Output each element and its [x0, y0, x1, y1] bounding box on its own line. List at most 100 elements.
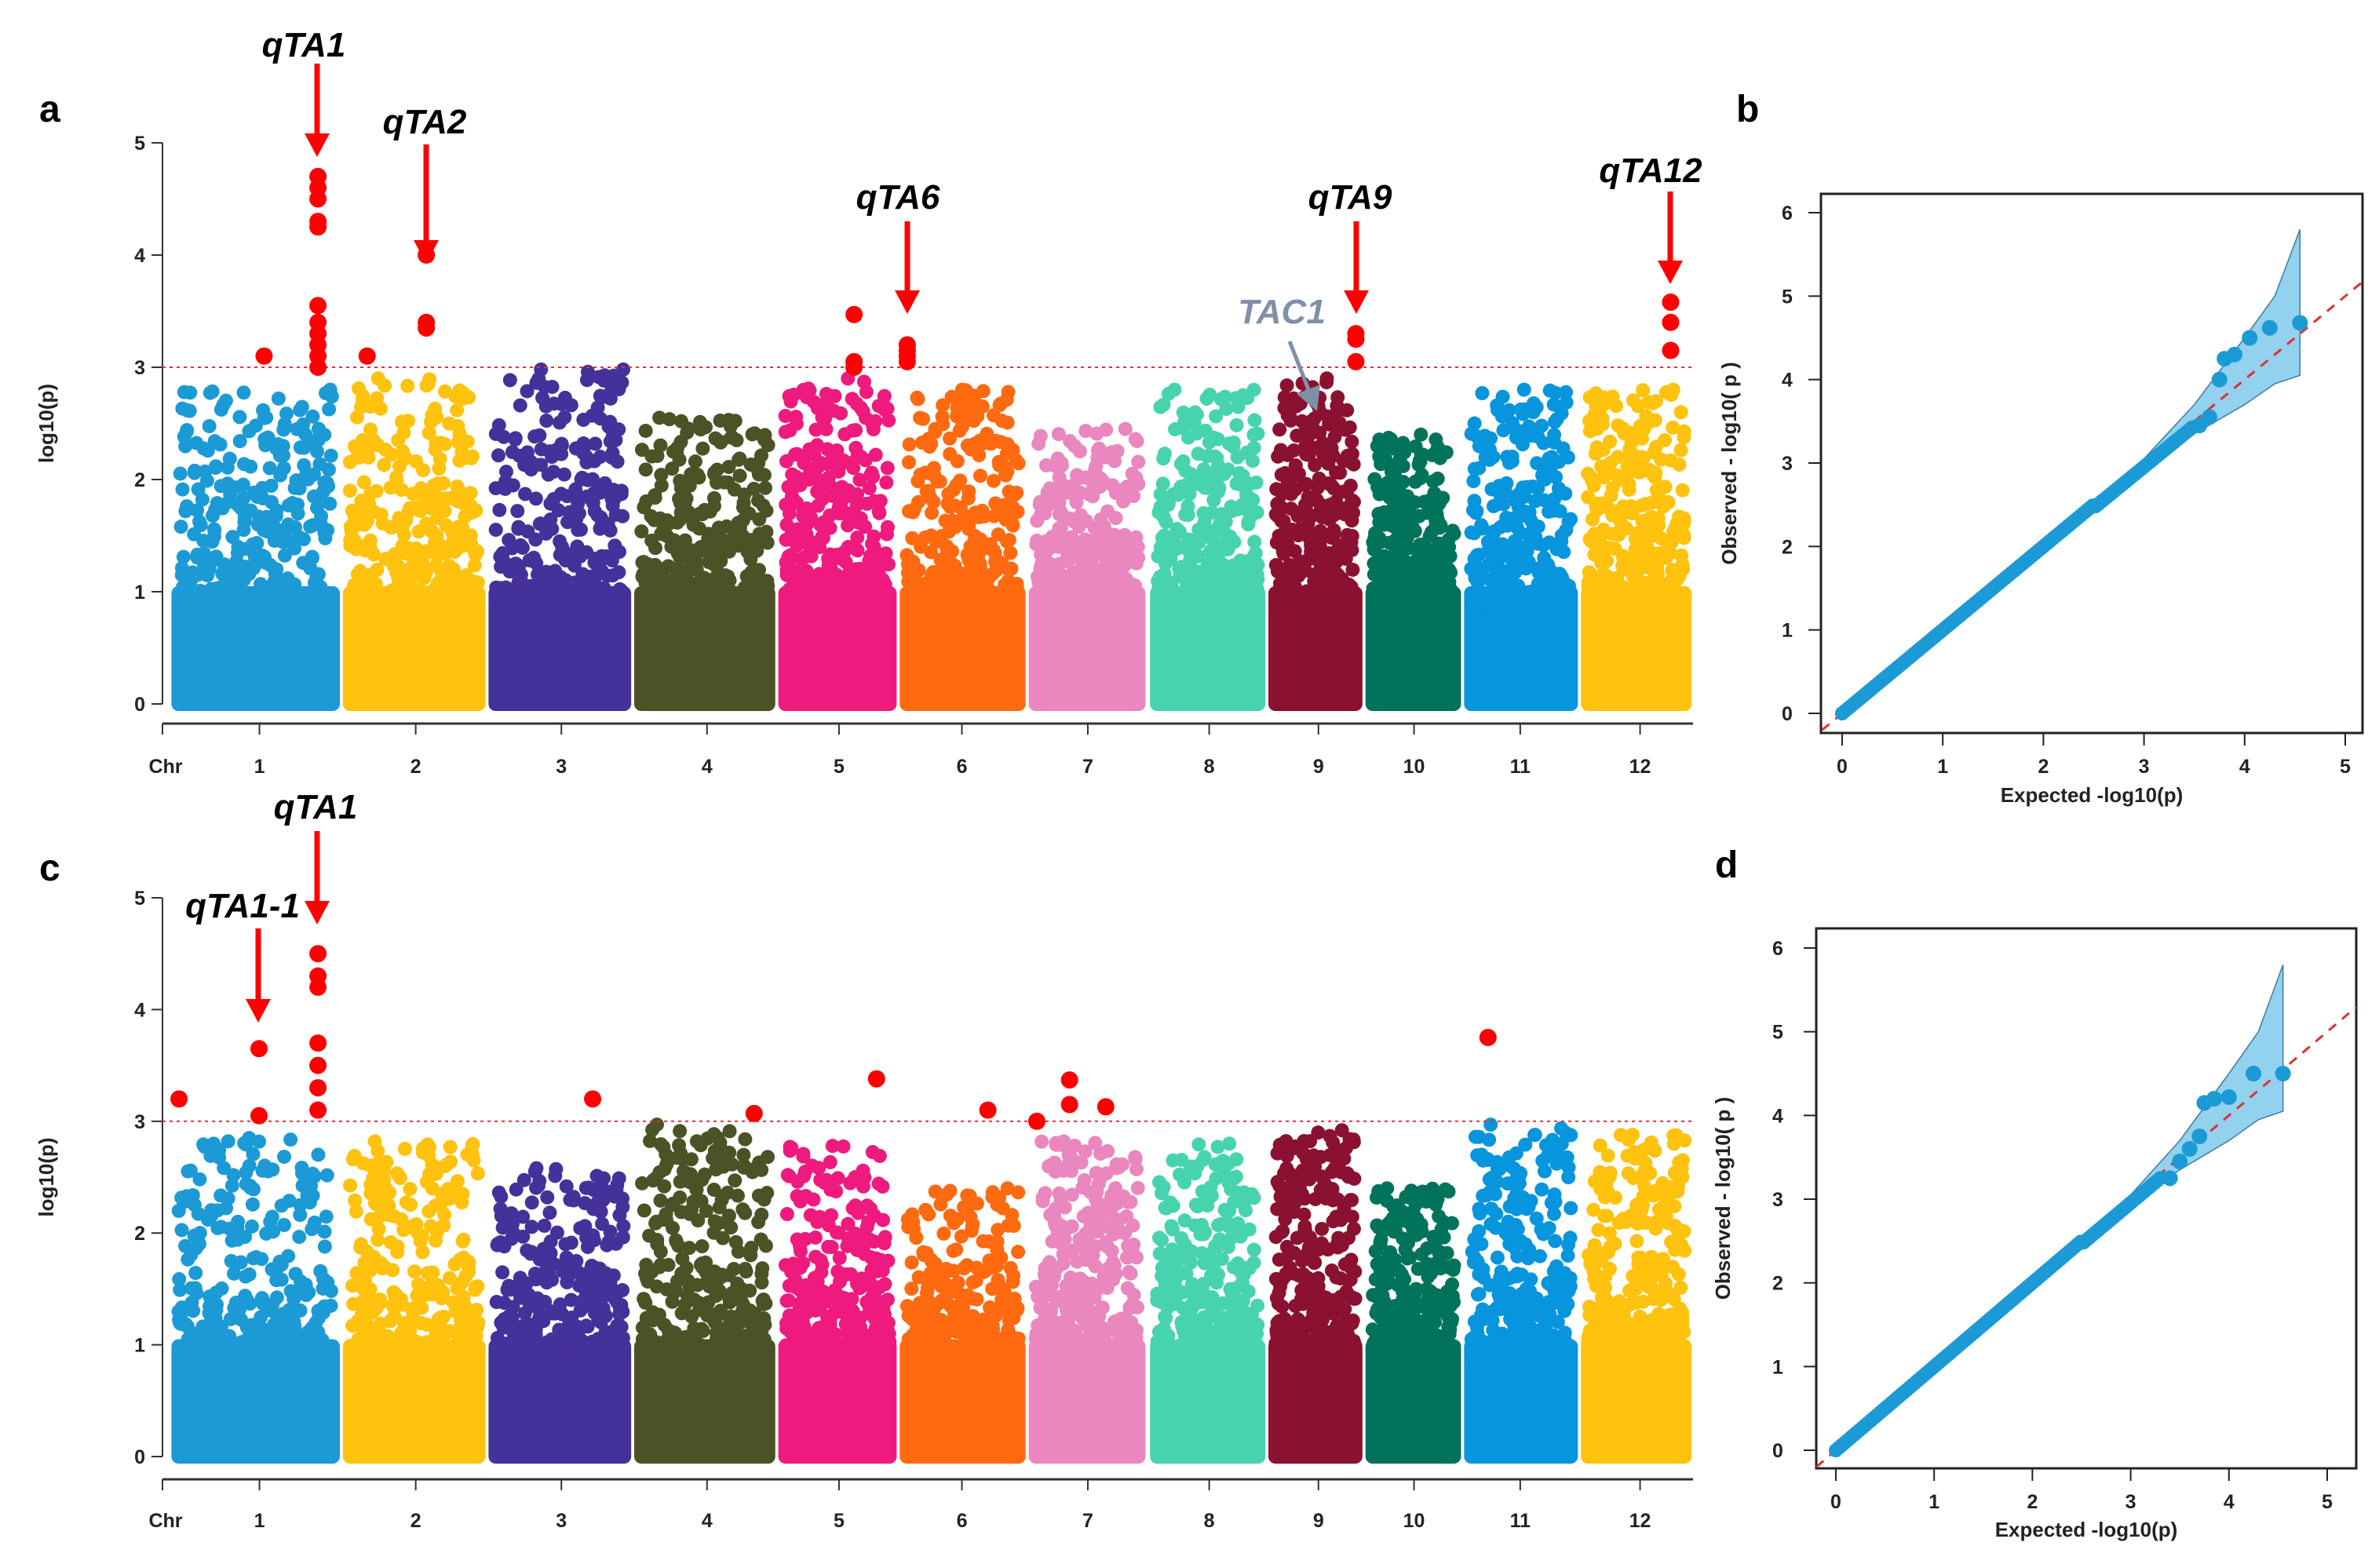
snp-point [1291, 466, 1306, 481]
snp-point [414, 1289, 429, 1304]
snp-point [223, 1311, 238, 1326]
snp-point [220, 1348, 235, 1363]
qq-point [2201, 409, 2217, 425]
snp-point [450, 403, 465, 418]
snp-point [1548, 414, 1563, 429]
snp-point [209, 549, 224, 564]
snp-point [258, 595, 273, 610]
snp-point [1287, 558, 1302, 573]
snp-point [586, 486, 601, 501]
snp-point [1673, 443, 1688, 458]
snp-point [499, 465, 514, 480]
snp-point [438, 1189, 453, 1204]
snp-point [743, 596, 758, 611]
snp-point [702, 595, 717, 610]
snp-point [288, 1267, 303, 1282]
snp-point [1180, 499, 1195, 514]
snp-point [255, 549, 270, 563]
snp-point [1526, 405, 1541, 420]
snp-point [283, 595, 298, 610]
confidence-band [2143, 229, 2301, 469]
y-axis-label: Observed - log10( p ) [1717, 362, 1741, 565]
snp-point [192, 1172, 207, 1187]
snp-point [758, 480, 773, 495]
annotation-label: qTA6 [856, 178, 940, 217]
snp-point [390, 1239, 405, 1254]
snp-point [384, 520, 399, 535]
snp-point [259, 410, 274, 425]
snp-point [1228, 391, 1243, 406]
snp-point [224, 1253, 239, 1268]
snp-point [177, 385, 192, 399]
snp-point [1508, 553, 1523, 568]
snp-point [615, 1191, 630, 1206]
snp-point [1677, 430, 1691, 445]
qq-point [2211, 371, 2228, 388]
snp-point [611, 422, 626, 437]
snp-point [271, 1315, 286, 1329]
snp-point [597, 1171, 611, 1186]
snp-point [1596, 585, 1611, 600]
snp-point [316, 484, 330, 499]
snp-point [670, 515, 684, 530]
snp-point [605, 498, 620, 512]
snp-point [1225, 573, 1240, 588]
snp-point [1633, 593, 1647, 607]
snp-point [972, 568, 987, 583]
snp-point [1581, 490, 1596, 505]
snp-point [391, 1348, 406, 1363]
snp-point [782, 388, 797, 403]
y-tick-label: 3 [1782, 453, 1793, 475]
snp-point [1217, 557, 1231, 572]
snp-point [868, 447, 883, 462]
snp-point [434, 436, 449, 450]
snp-point [394, 483, 409, 498]
snp-point [1467, 565, 1482, 580]
snp-point [202, 419, 217, 434]
significant-snp-point [309, 218, 327, 236]
x-axis-label: Chr [148, 756, 182, 778]
snp-point [556, 467, 571, 482]
snp-point [789, 410, 804, 425]
snp-point [459, 1307, 474, 1322]
snp-point [1176, 421, 1191, 436]
chromosome-label: 11 [1510, 1510, 1531, 1532]
snp-point [695, 441, 710, 456]
snp-point [686, 579, 701, 594]
snp-point [998, 512, 1013, 527]
snp-point [1609, 468, 1624, 483]
significant-snp-point [1347, 330, 1365, 348]
significant-snp-point [898, 352, 916, 370]
snp-point [1467, 526, 1482, 541]
snp-point [1029, 537, 1044, 552]
snp-point [557, 410, 572, 425]
snp-point [813, 596, 828, 611]
snp-point [1200, 556, 1215, 571]
snp-point [493, 549, 508, 564]
annotation-arrowhead [414, 240, 439, 264]
snp-point [242, 1267, 257, 1282]
snp-point [880, 401, 895, 416]
snp-point [287, 520, 302, 534]
snp-point [429, 557, 444, 572]
snp-point [458, 580, 473, 595]
snp-point [1155, 476, 1170, 491]
snp-point [644, 581, 659, 596]
snp-point [470, 1166, 485, 1181]
annotation-label: qTA1 [262, 26, 346, 64]
snp-point [529, 582, 544, 596]
snp-point [528, 491, 543, 506]
snp-point [1374, 592, 1389, 607]
snp-point [236, 385, 251, 400]
snp-point [691, 521, 706, 536]
x-tick-label: 2 [2038, 756, 2049, 778]
snp-point [644, 509, 659, 523]
snp-point [262, 461, 277, 476]
snp-point [867, 589, 881, 603]
snp-point [841, 518, 856, 533]
snp-point [1428, 432, 1443, 447]
snp-point [392, 560, 407, 574]
snp-point [571, 523, 586, 538]
